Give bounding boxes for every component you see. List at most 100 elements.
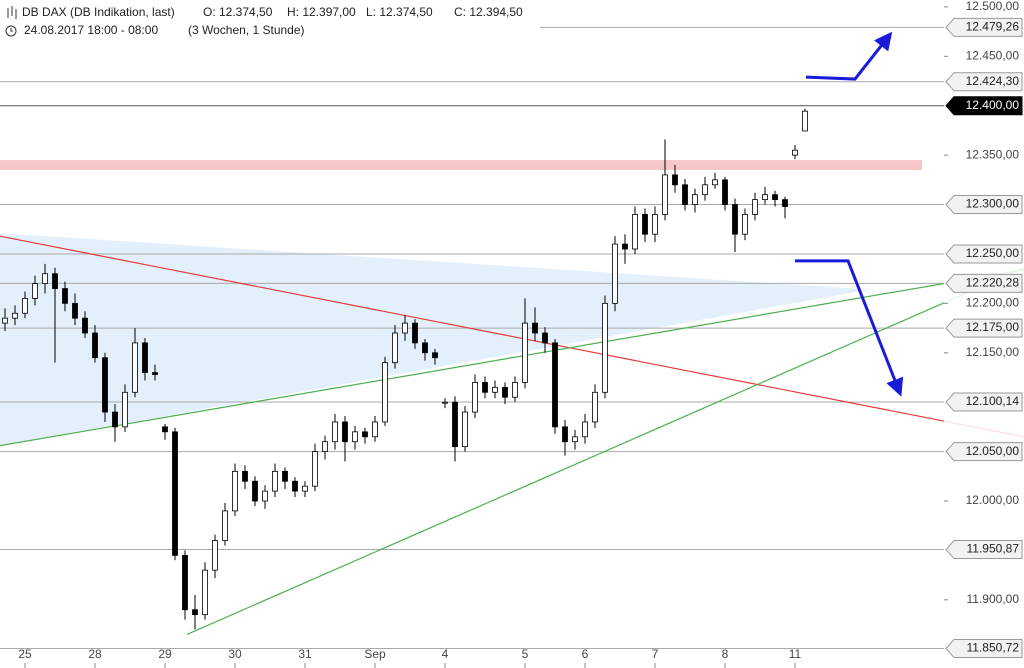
candle-body (2, 317, 8, 324)
chart-title: DB DAX (DB Indikation, last) (22, 5, 175, 19)
candle-body (702, 184, 708, 196)
candle-body (22, 298, 28, 314)
header: DB DAX (DB Indikation, last) 24.08.2017 … (0, 2, 540, 40)
candle-body (792, 149, 798, 156)
candle-body (42, 273, 48, 285)
candle-body (152, 372, 158, 375)
candle-body (172, 431, 178, 556)
candle-body (472, 382, 478, 413)
level-box (945, 273, 1023, 293)
level-label: 12.250,00 (966, 246, 1020, 260)
x-tick-label: 7 (652, 647, 659, 661)
level-label: 12.400,00 (966, 98, 1020, 112)
x-tick-label: 8 (722, 647, 729, 661)
x-tick-label: 25 (18, 647, 32, 661)
level-box (945, 392, 1023, 412)
level-label: 11.850,72 (967, 641, 1020, 655)
level-box (945, 318, 1023, 338)
candle-body (622, 243, 628, 250)
level-label: 12.175,00 (966, 320, 1020, 334)
y-tick-label: 12.000,00 (966, 493, 1020, 507)
x-tick-label: 31 (298, 647, 312, 661)
level-box (945, 442, 1023, 462)
candle-body (362, 431, 368, 438)
candle-body (82, 317, 88, 334)
candle-body (192, 609, 198, 616)
candle-body (522, 322, 528, 383)
trend-line (0, 235, 1024, 438)
candle-body (302, 485, 308, 492)
candle-body (752, 199, 758, 215)
candle-body (762, 194, 768, 201)
x-tick-label: 29 (158, 647, 172, 661)
candle-body (222, 510, 228, 541)
candle-body (732, 204, 738, 235)
candle-body (542, 332, 548, 344)
candle-body (612, 243, 618, 304)
candle-body (322, 441, 328, 452)
arrow (805, 31, 893, 81)
candle-body (142, 342, 148, 373)
candle-body (382, 362, 388, 423)
candle-body (72, 302, 78, 319)
level-label: 12.424,30 (966, 74, 1020, 88)
candle-body (452, 401, 458, 448)
x-tick-label: Sep (364, 647, 386, 661)
candle-body (162, 426, 168, 433)
candle-body (312, 451, 318, 487)
candle-body (562, 426, 568, 443)
arrow (795, 259, 904, 397)
main-layer (2, 31, 904, 630)
candle-body (272, 470, 278, 492)
candle-body (572, 436, 578, 443)
candle-body (342, 421, 348, 443)
candle-body (512, 382, 518, 398)
ohlc-readout: O: 12.374,50 (203, 5, 273, 19)
y-tick-label: 12.500,00 (966, 0, 1020, 13)
candle-body (292, 480, 298, 492)
trend-line (186, 267, 1024, 635)
x-tick-label: 30 (228, 647, 242, 661)
triangle-shading (0, 233, 870, 446)
candle-body (692, 194, 698, 205)
candle-body (102, 357, 108, 413)
y-tick-label: 12.150,00 (966, 345, 1020, 359)
candle-body (802, 110, 808, 132)
candle-body (502, 386, 508, 398)
candle-body (422, 342, 428, 354)
candle-body (582, 421, 588, 438)
range: (3 Wochen, 1 Stunde) (188, 23, 305, 37)
candle-body (462, 411, 468, 448)
candle-body (552, 342, 558, 428)
candle-body (642, 214, 648, 235)
candle-body (212, 540, 218, 571)
candle-body (12, 312, 18, 319)
ohlc-readout: L: 12.374,50 (366, 5, 433, 19)
resistance-zone (0, 160, 922, 170)
candle-body (132, 342, 138, 393)
candle-body (372, 421, 378, 438)
candle-body (92, 332, 98, 359)
x-tick-label: 5 (522, 647, 529, 661)
period: 24.08.2017 18:00 - 08:00 (24, 23, 158, 37)
level-box (945, 17, 1023, 37)
candle-body (442, 401, 448, 404)
ohlc-readout: C: 12.394,50 (454, 5, 523, 19)
y-tick-label: 12.350,00 (966, 147, 1020, 161)
level-label: 12.300,00 (966, 197, 1020, 211)
level-label: 12.050,00 (966, 444, 1020, 458)
ohlc-readout: H: 12.397,00 (287, 5, 356, 19)
candle-body (122, 391, 128, 428)
clock-icon (5, 25, 17, 37)
candle-body (532, 322, 538, 334)
candle-body (432, 352, 438, 359)
candle-body (402, 322, 408, 334)
candle-body (112, 411, 118, 428)
x-tick-label: 11 (789, 647, 802, 661)
y-tick-label: 12.200,00 (966, 296, 1020, 310)
candle-body (242, 470, 248, 482)
candle-body (202, 569, 208, 616)
candle-body (772, 194, 778, 201)
